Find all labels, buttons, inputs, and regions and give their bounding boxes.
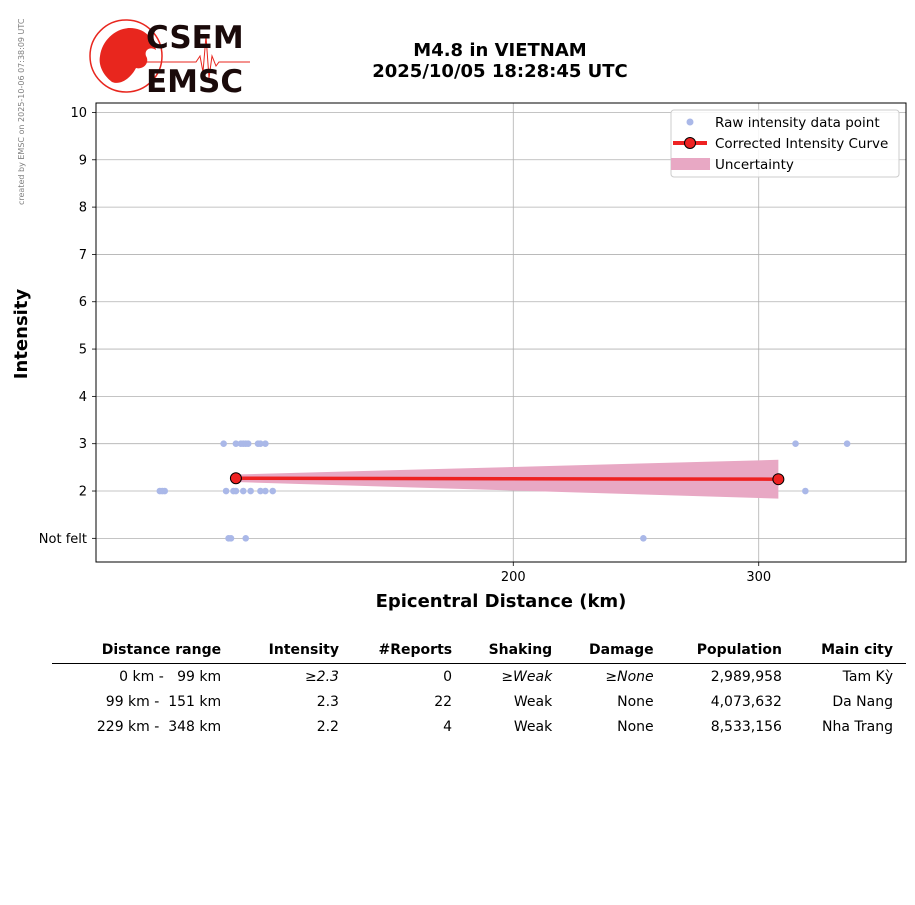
y-tick-label: 9: [79, 153, 87, 168]
cell-range: 229 km - 348 km: [96, 718, 222, 735]
logo-seismogram: [128, 35, 250, 79]
y-tick-label: 5: [79, 343, 87, 358]
logo-csem-text: CSEM: [146, 20, 244, 56]
chart-title-line1: M4.8 in VIETNAM: [413, 40, 587, 61]
logo-map-shape: [99, 28, 156, 83]
cell-reports: 0: [443, 668, 453, 685]
table-row: 229 km - 348 km 2.2 4 Weak None 8,533,15…: [52, 714, 906, 739]
raw-data-point: [792, 440, 799, 448]
cell-range: 99 km - 151 km: [105, 693, 222, 710]
cell-city: Nha Trang: [822, 718, 893, 735]
intensity-chart: Not felt 2 3 4 5 6 7 8 9 10 200 300 Epicentral Dist…: [11, 102, 907, 612]
intensity-table: Distance range Intensity #Reports Shakin…: [52, 641, 906, 739]
cell-shaking: ≥Weak: [501, 668, 553, 685]
table-header-row: Distance range Intensity #Reports Shakin…: [52, 641, 906, 664]
x-tick-label: 200: [501, 570, 526, 585]
y-tick-label: 4: [79, 390, 87, 405]
y-tick-label: 2: [79, 485, 87, 500]
raw-data-point: [802, 487, 809, 495]
raw-data-point: [239, 487, 247, 495]
raw-data-point: [843, 440, 851, 448]
chart-title-line2: 2025/10/05 18:28:45 UTC: [372, 61, 628, 82]
legend-raw-marker: [686, 118, 694, 126]
cell-intensity: 2.2: [316, 718, 339, 735]
chart-title: M4.8 in VIETNAM 2025/10/05 18:28:45 UTC: [300, 40, 700, 82]
raw-data-point: [247, 487, 254, 495]
y-tick-label: 6: [79, 295, 87, 310]
y-tick-label: 10: [70, 106, 87, 121]
raw-points-layer: [156, 440, 851, 542]
th-reports: #Reports: [351, 641, 466, 664]
x-axis-label: Epicentral Distance (km): [376, 591, 627, 612]
raw-data-point: [257, 440, 264, 448]
cell-shaking: Weak: [513, 718, 553, 735]
table-row: 0 km - 99 km ≥2.3 0 ≥Weak ≥None 2,989,95…: [52, 664, 906, 690]
curve-marker: [229, 472, 242, 485]
raw-data-point: [161, 487, 169, 495]
y-tick-label: 7: [79, 248, 87, 263]
raw-data-point: [262, 487, 269, 495]
th-intensity: Intensity: [243, 641, 352, 664]
y-tick-label: 3: [79, 437, 87, 452]
th-main-city: Main city: [794, 641, 906, 664]
legend: Raw intensity data point Corrected Inten…: [670, 109, 900, 178]
cell-population: 4,073,632: [710, 693, 782, 710]
cell-population: 8,533,156: [710, 718, 782, 735]
raw-data-point: [257, 487, 264, 495]
emsc-logo: CSEM EMSC: [89, 19, 250, 100]
th-damage: Damage: [565, 641, 667, 664]
cell-city: Da Nang: [832, 693, 893, 710]
th-population: Population: [666, 641, 795, 664]
x-tick-label: 300: [746, 570, 771, 585]
logo-emsc-text: EMSC: [146, 64, 243, 100]
table-row: 99 km - 151 km 2.3 22 Weak None 4,073,63…: [52, 689, 906, 714]
raw-data-point: [269, 487, 277, 495]
plot-frame: [95, 102, 907, 563]
raw-data-point: [232, 440, 240, 448]
raw-data-point: [227, 535, 235, 542]
cell-reports: 22: [434, 693, 453, 710]
legend-curve-label: Corrected Intensity Curve: [715, 136, 888, 152]
cell-population: 2,989,958: [710, 668, 782, 685]
raw-data-point: [222, 487, 230, 495]
raw-data-point: [262, 440, 269, 448]
legend-uncertainty-label: Uncertainty: [715, 157, 794, 173]
cell-shaking: Weak: [513, 693, 553, 710]
raw-data-point: [244, 440, 252, 448]
th-distance-range: Distance range: [52, 641, 244, 664]
cell-intensity: 2.3: [316, 693, 339, 710]
curve-layer: [229, 472, 785, 486]
corrected-intensity-curve: [235, 476, 779, 481]
curve-marker: [772, 473, 785, 486]
legend-box: [670, 109, 900, 178]
cell-damage: None: [617, 693, 654, 710]
th-shaking: Shaking: [465, 641, 566, 664]
legend-raw-label: Raw intensity data point: [715, 115, 880, 131]
cell-damage: ≥None: [605, 668, 654, 685]
cell-city: Tam Kỳ: [842, 668, 893, 685]
raw-data-point: [220, 440, 227, 448]
raw-data-point: [640, 535, 647, 542]
ticks-layer: Not felt 2 3 4 5 6 7 8 9 10 200 300: [39, 106, 771, 585]
cell-range: 0 km - 99 km: [119, 668, 222, 685]
y-tick-label: 8: [79, 201, 87, 216]
cell-damage: None: [617, 718, 654, 735]
y-axis-label: Intensity: [11, 289, 32, 380]
raw-data-point: [232, 487, 240, 495]
cell-reports: 4: [443, 718, 453, 735]
legend-curve-marker: [684, 137, 696, 149]
cell-intensity: ≥2.3: [304, 668, 339, 685]
raw-data-point: [242, 535, 250, 542]
y-tick-label: Not felt: [39, 532, 87, 547]
legend-uncertainty-swatch: [671, 158, 710, 170]
